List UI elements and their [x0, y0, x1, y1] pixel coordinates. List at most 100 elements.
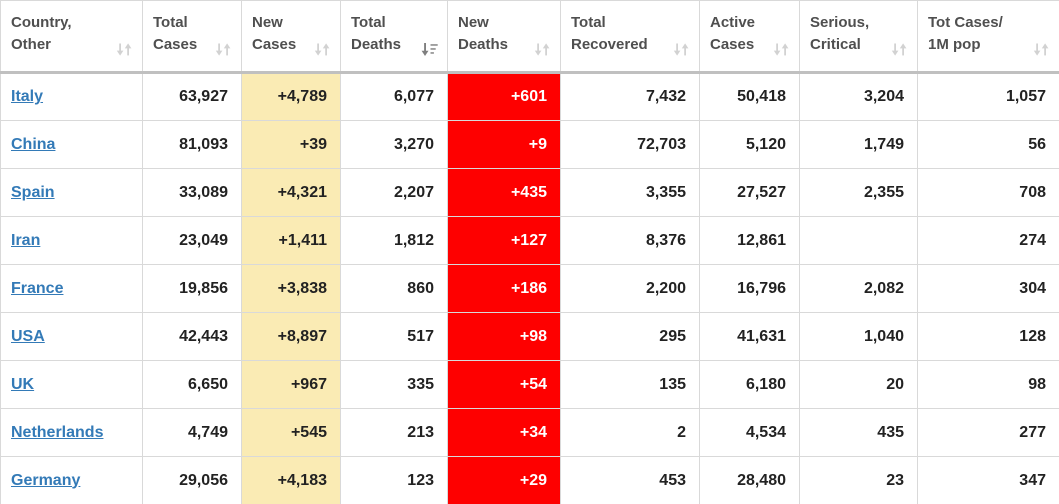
table-row: Spain 33,089 +4,321 2,207 +435 3,355 27,527 2,3… — [0, 168, 1059, 217]
cell-new-cases: +1,411 — [241, 216, 341, 265]
cell-new-cases: +545 — [241, 408, 341, 457]
cell-total-recovered: 295 — [560, 312, 700, 361]
cell-new-deaths: +9 — [447, 120, 561, 169]
cell-total-recovered: 2,200 — [560, 264, 700, 313]
cell-total-recovered: 453 — [560, 456, 700, 504]
cell-country: Netherlands — [0, 408, 143, 457]
cell-active-cases: 27,527 — [699, 168, 800, 217]
sort-toggle-icon[interactable] — [534, 42, 551, 57]
cell-country: France — [0, 264, 143, 313]
sort-toggle-icon[interactable] — [116, 42, 133, 57]
cell-total-deaths: 2,207 — [340, 168, 448, 217]
country-link[interactable]: Iran — [11, 231, 41, 249]
cell-cases-per-1m: 708 — [917, 168, 1059, 217]
header-row: Country, Other Total Cases New Cases Total … — [0, 0, 1059, 74]
column-header-new-cases[interactable]: New Cases — [241, 0, 341, 74]
cell-total-cases: 29,056 — [142, 456, 242, 504]
column-header-total-cases[interactable]: Total Cases — [142, 0, 242, 74]
column-label: Tot Cases/ 1M pop — [928, 14, 1003, 53]
cell-total-recovered: 8,376 — [560, 216, 700, 265]
cell-total-cases: 33,089 — [142, 168, 242, 217]
country-link[interactable]: Germany — [11, 471, 81, 489]
cell-total-deaths: 335 — [340, 360, 448, 409]
sort-toggle-icon[interactable] — [215, 42, 232, 57]
column-label: Active Cases — [710, 14, 756, 53]
cell-cases-per-1m: 274 — [917, 216, 1059, 265]
cell-total-recovered: 72,703 — [560, 120, 700, 169]
cell-new-deaths: +435 — [447, 168, 561, 217]
cell-new-deaths: +127 — [447, 216, 561, 265]
cell-total-deaths: 123 — [340, 456, 448, 504]
cell-total-deaths: 1,812 — [340, 216, 448, 265]
cell-cases-per-1m: 347 — [917, 456, 1059, 504]
column-header-total-deaths[interactable]: Total Deaths — [340, 0, 448, 74]
country-link[interactable]: France — [11, 279, 64, 297]
cell-active-cases: 41,631 — [699, 312, 800, 361]
cell-active-cases: 12,861 — [699, 216, 800, 265]
cell-country: Spain — [0, 168, 143, 217]
cell-total-recovered: 135 — [560, 360, 700, 409]
cell-serious-critical: 1,040 — [799, 312, 918, 361]
country-link[interactable]: Netherlands — [11, 423, 104, 441]
column-label: Serious, Critical — [810, 14, 870, 53]
cell-serious-critical: 2,355 — [799, 168, 918, 217]
column-header-active-cases[interactable]: Active Cases — [699, 0, 800, 74]
cell-serious-critical: 3,204 — [799, 72, 918, 121]
table-body: Italy 63,927 +4,789 6,077 +601 7,432 50,418 3,2… — [0, 72, 1059, 504]
column-label: New Cases — [252, 14, 297, 53]
cell-serious-critical: 435 — [799, 408, 918, 457]
country-link[interactable]: China — [11, 135, 56, 153]
cell-country: Germany — [0, 456, 143, 504]
column-label: Total Recovered — [571, 14, 648, 53]
cell-new-deaths: +34 — [447, 408, 561, 457]
table-row: Italy 63,927 +4,789 6,077 +601 7,432 50,418 3,2… — [0, 72, 1059, 121]
cell-total-cases: 42,443 — [142, 312, 242, 361]
country-link[interactable]: USA — [11, 327, 45, 345]
cell-country: USA — [0, 312, 143, 361]
cell-cases-per-1m: 277 — [917, 408, 1059, 457]
table-row: China 81,093 +39 3,270 +9 72,703 5,120 1,749 56 — [0, 120, 1059, 169]
country-link[interactable]: Spain — [11, 183, 55, 201]
column-header-total-recovered[interactable]: Total Recovered — [560, 0, 700, 74]
column-header-country[interactable]: Country, Other — [0, 0, 143, 74]
cell-total-deaths: 517 — [340, 312, 448, 361]
sort-toggle-icon[interactable] — [1033, 42, 1050, 57]
cell-cases-per-1m: 128 — [917, 312, 1059, 361]
table-row: Germany 29,056 +4,183 123 +29 453 28,480 23 347 — [0, 456, 1059, 504]
cell-new-deaths: +29 — [447, 456, 561, 504]
cell-new-deaths: +54 — [447, 360, 561, 409]
column-label: New Deaths — [458, 14, 509, 53]
cell-total-cases: 23,049 — [142, 216, 242, 265]
sort-toggle-icon[interactable] — [773, 42, 790, 57]
cell-new-cases: +4,321 — [241, 168, 341, 217]
column-header-serious-critical[interactable]: Serious, Critical — [799, 0, 918, 74]
sort-toggle-icon[interactable] — [891, 42, 908, 57]
cell-country: Iran — [0, 216, 143, 265]
cell-new-cases: +967 — [241, 360, 341, 409]
cell-total-deaths: 860 — [340, 264, 448, 313]
country-link[interactable]: UK — [11, 375, 35, 393]
cell-cases-per-1m: 98 — [917, 360, 1059, 409]
cell-new-deaths: +186 — [447, 264, 561, 313]
cell-serious-critical: 23 — [799, 456, 918, 504]
table-row: Netherlands 4,749 +545 213 +34 2 4,534 435 277 — [0, 408, 1059, 457]
column-header-new-deaths[interactable]: New Deaths — [447, 0, 561, 74]
sort-toggle-icon[interactable] — [314, 42, 331, 57]
cell-country: China — [0, 120, 143, 169]
cell-active-cases: 16,796 — [699, 264, 800, 313]
country-link[interactable]: Italy — [11, 88, 44, 105]
sort-amount-desc-icon[interactable] — [421, 42, 438, 57]
cell-cases-per-1m: 1,057 — [917, 72, 1059, 121]
column-header-cases-per-1m[interactable]: Tot Cases/ 1M pop — [917, 0, 1059, 74]
cell-active-cases: 50,418 — [699, 72, 800, 121]
cell-cases-per-1m: 56 — [917, 120, 1059, 169]
cell-total-cases: 63,927 — [142, 72, 242, 121]
cell-new-cases: +8,897 — [241, 312, 341, 361]
cell-new-deaths: +601 — [447, 72, 561, 121]
sort-toggle-icon[interactable] — [673, 42, 690, 57]
column-label: Total Cases — [153, 14, 198, 53]
cell-total-deaths: 3,270 — [340, 120, 448, 169]
cell-new-deaths: +98 — [447, 312, 561, 361]
table-row: France 19,856 +3,838 860 +186 2,200 16,796 2,08… — [0, 264, 1059, 313]
